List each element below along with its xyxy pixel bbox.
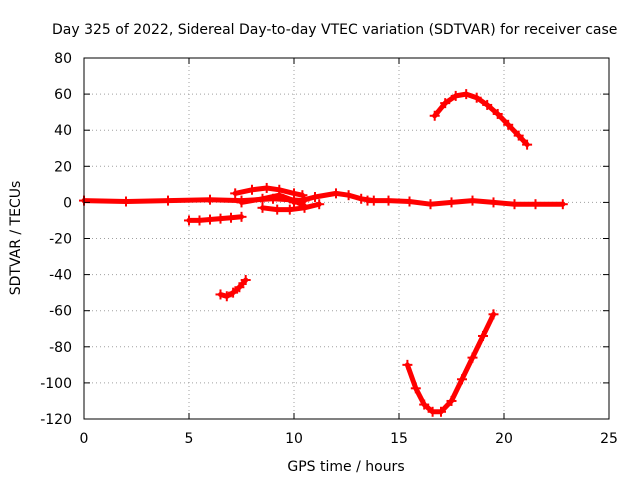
data-point <box>247 184 257 195</box>
y-tick-label: 80 <box>54 51 72 67</box>
data-point <box>272 204 283 215</box>
data-point <box>274 190 285 201</box>
data-point <box>215 213 226 224</box>
data-point <box>457 374 467 385</box>
y-tick-label: 0 <box>63 195 72 211</box>
data-point <box>522 139 533 150</box>
data-point <box>488 309 499 320</box>
data-point <box>236 211 247 222</box>
data-point <box>230 188 241 199</box>
data-point <box>299 202 310 213</box>
data-point <box>226 212 236 223</box>
data-point <box>509 199 520 210</box>
data-point <box>482 99 493 110</box>
data-point <box>436 406 446 417</box>
data-point <box>362 195 373 206</box>
data-point <box>557 199 568 210</box>
y-tick-label: -40 <box>49 268 72 284</box>
x-tick-label: 25 <box>600 431 618 447</box>
data-point <box>205 194 215 205</box>
data-point <box>221 291 232 302</box>
data-point <box>236 197 247 208</box>
chart-title: Day 325 of 2022, Sidereal Day-to-day VTE… <box>52 22 617 38</box>
data-point <box>467 352 478 363</box>
x-tick-label: 15 <box>390 431 408 447</box>
data-point <box>240 275 251 286</box>
y-tick-label: -100 <box>40 376 72 392</box>
y-tick-label: -120 <box>40 412 72 428</box>
data-point <box>450 90 461 101</box>
y-tick-label: 40 <box>54 123 72 139</box>
data-point <box>467 195 478 206</box>
data-point <box>343 190 354 201</box>
data-point <box>446 197 457 208</box>
data-point <box>228 287 239 298</box>
y-tick-label: -80 <box>49 340 72 356</box>
data-point <box>184 215 194 226</box>
x-tick-label: 20 <box>495 431 513 447</box>
data-point <box>383 195 394 206</box>
series-s10-line <box>404 311 496 415</box>
data-point <box>446 395 457 406</box>
data-point <box>429 110 440 121</box>
data-point <box>314 199 325 210</box>
data-point <box>419 399 430 410</box>
data-point <box>205 214 215 225</box>
data-point <box>530 199 541 210</box>
data-point <box>331 188 341 199</box>
x-tick-label: 0 <box>80 431 89 447</box>
data-point <box>471 92 482 103</box>
data-point <box>402 359 413 370</box>
data-point <box>488 197 499 208</box>
data-point <box>356 193 367 204</box>
data-point <box>478 330 488 341</box>
x-tick-label: 5 <box>185 431 194 447</box>
data-point <box>427 406 438 417</box>
data-point <box>440 98 451 109</box>
data-point <box>194 215 205 226</box>
data-point <box>163 195 173 206</box>
y-tick-label: -20 <box>49 232 72 248</box>
data-point <box>257 202 268 213</box>
data-point <box>404 196 415 207</box>
x-axis-title: GPS time / hours <box>287 459 404 475</box>
data-point <box>503 119 514 130</box>
series-s8-line <box>365 198 566 207</box>
y-tick-label: 60 <box>54 87 72 103</box>
data-point <box>215 289 226 300</box>
y-axis-title: SDTVAR / TECUs <box>8 181 24 296</box>
data-point <box>310 191 320 202</box>
data-point <box>410 383 421 394</box>
data-point <box>425 199 436 210</box>
series-layer <box>79 89 568 417</box>
y-tick-label: -60 <box>49 304 72 320</box>
x-tick-label: 10 <box>285 431 303 447</box>
data-point <box>513 130 524 141</box>
data-point <box>289 197 299 208</box>
data-point <box>284 204 295 215</box>
series-s9-line <box>432 91 530 148</box>
data-point <box>234 282 245 293</box>
data-point <box>261 182 272 193</box>
data-point <box>461 89 472 100</box>
data-point <box>492 108 503 119</box>
data-point <box>257 193 268 204</box>
data-point <box>121 196 131 207</box>
y-tick-label: 20 <box>54 159 72 175</box>
ticks: 0 5 10 15 20 25 -120 -100 -80 -60 -40 -20 0 20 40 60 80 <box>40 51 618 447</box>
